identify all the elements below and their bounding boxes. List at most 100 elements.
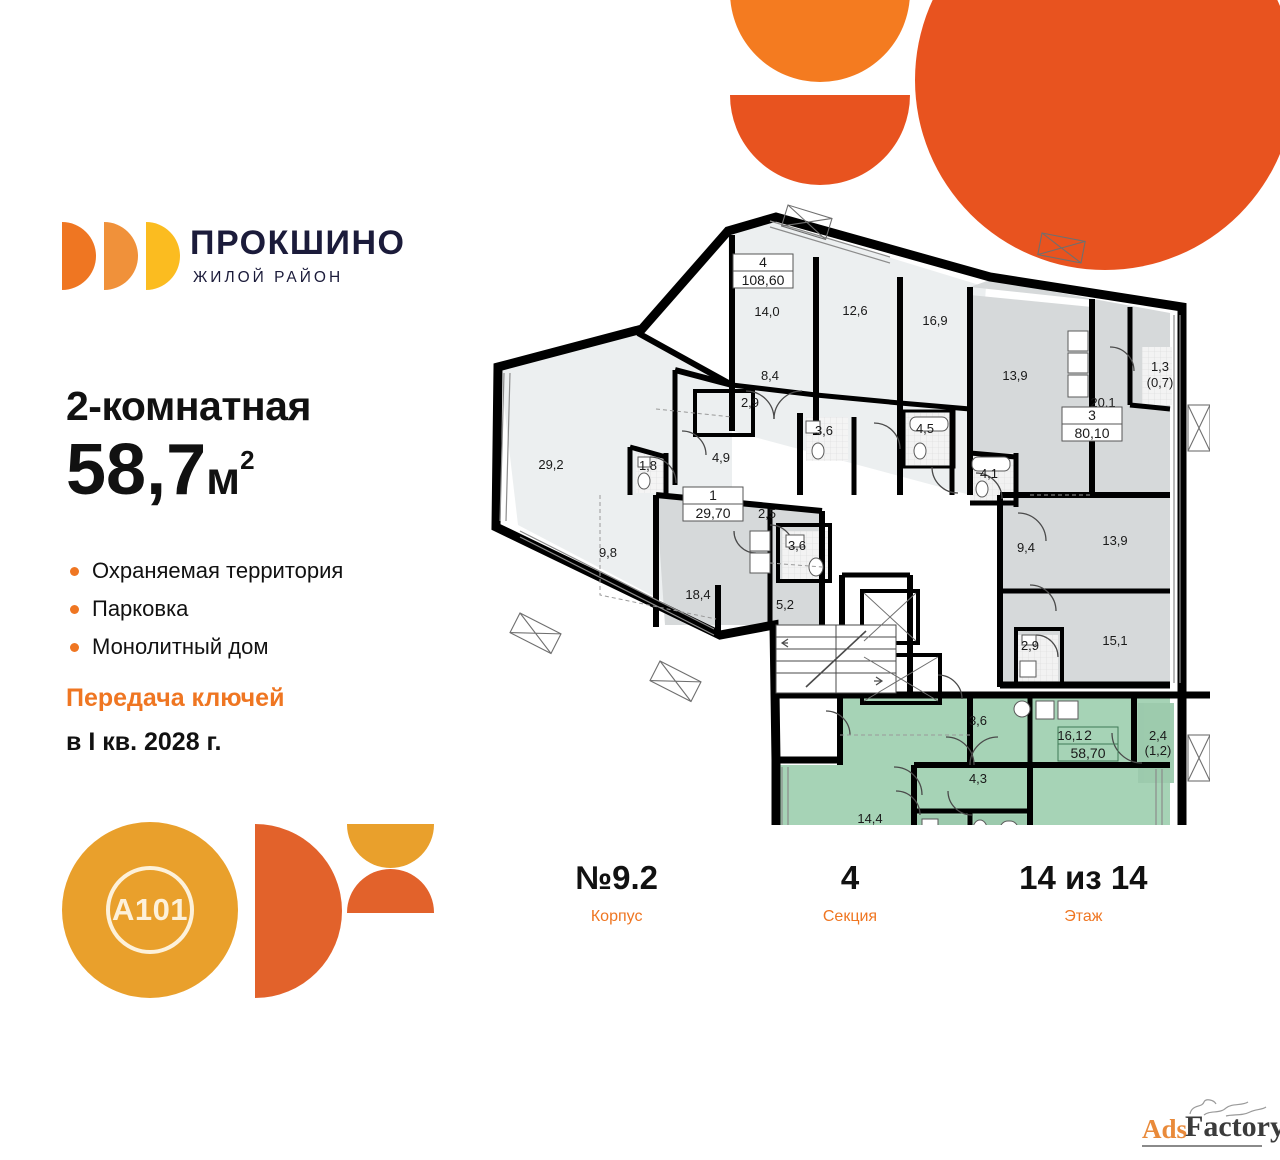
feature-item: Монолитный дом — [66, 628, 466, 666]
room-area-label: 16,9 — [922, 313, 947, 328]
room-area-label: 2,9 — [741, 395, 759, 410]
meta-building: №9.2 Корпус — [500, 859, 733, 970]
a101-ring-shape — [106, 866, 194, 954]
fixtures — [637, 330, 1089, 825]
room-area-label: (1,2) — [1145, 743, 1172, 758]
apartment-badge: 258,70 — [1057, 726, 1119, 762]
bullet-dot-icon — [70, 643, 79, 652]
room-area-label: 29,2 — [538, 457, 563, 472]
room-area-label: 8,4 — [761, 368, 779, 383]
orange-dome-shape — [730, 0, 910, 82]
meta-building-value: №9.2 — [575, 859, 658, 896]
logo-semicircle-1 — [62, 222, 96, 290]
room-area-label: 13,9 — [1102, 533, 1127, 548]
watermark-ads: Ads — [1142, 1114, 1188, 1144]
room-area-label: 12,6 — [842, 303, 867, 318]
windows — [499, 220, 1181, 825]
meta-section-value: 4 — [840, 859, 860, 896]
zone-dashes — [599, 408, 1092, 736]
room-area-label: (0,7) — [1147, 375, 1174, 390]
apartment-area: 58,70 — [1070, 745, 1105, 761]
meta-floor-value: 14 из 14 — [1019, 859, 1148, 896]
keys-handover-date: в I кв. 2028 г. — [66, 728, 222, 756]
features-list: Охраняемая территория Парковка Монолитны… — [66, 552, 466, 666]
apartment-area: 108,60 — [742, 272, 785, 288]
elevator-symbols — [863, 592, 939, 702]
room-area-label: 9,8 — [599, 545, 617, 560]
room-area-label: 2,9 — [1021, 638, 1039, 653]
room-area-label: 4,5 — [916, 421, 934, 436]
apartment-number: 1 — [709, 487, 717, 503]
door-swings — [649, 346, 1143, 816]
meta-building-label: Корпус — [590, 908, 643, 926]
watermark-underline — [1142, 1145, 1262, 1147]
bullet-dot-icon — [70, 605, 79, 614]
area-superscript: 2 — [240, 445, 255, 475]
info-panel: ПРОКШИНО ЖИЛОЙ РАЙОН 2-комнатная 58,7м2 … — [0, 0, 480, 1160]
a101-semicircle-shape — [255, 824, 342, 998]
floor-plan-drawing: 14,0 12,616,98,42,94,93,6 4,54,113,920,11,… — [491, 204, 1210, 825]
area-unit: м — [206, 452, 241, 504]
meta-floor: 14 из 14 Этаж — [967, 859, 1200, 970]
floor-plan: 14,0 12,6 16,9 8,4 2,9 4,9 3,6 4,5 4,1 13,9 20,1 1,… — [470, 195, 1210, 825]
apartment-number: 2 — [1084, 727, 1092, 743]
walls — [491, 212, 1210, 825]
feature-label: Парковка — [92, 596, 189, 621]
brand-subtitle: ЖИЛОЙ РАЙОН — [193, 269, 344, 286]
room-area-label: 16,1 — [1057, 728, 1082, 743]
meta-section-label: Секция — [822, 908, 878, 926]
room-area-label: 14,4 — [857, 811, 882, 825]
room-area-label: 3,6 — [969, 713, 987, 728]
staircase — [775, 624, 897, 694]
room-area-label: 2,5 — [758, 506, 776, 521]
room-area-label: 1,3 — [1151, 359, 1169, 374]
apartment-badge: 129,70 — [682, 486, 744, 522]
apartment-meta-row: №9.2 Корпус 4 Секция 14 из 14 Этаж — [500, 859, 1200, 970]
window-symbols — [509, 204, 1210, 782]
feature-label: Охраняемая территория — [92, 558, 344, 583]
room-area-label: 14,0 — [754, 304, 779, 319]
watermark-factory: Factory — [1185, 1110, 1280, 1143]
room-area-label: 1,8 — [639, 458, 657, 473]
smoke-icon — [1189, 1099, 1267, 1117]
room-area-label: 2,4 — [1149, 728, 1167, 743]
apartment-badge: 380,10 — [1061, 406, 1123, 442]
room-area-label: 3,6 — [788, 538, 806, 553]
orange-bowl-shape — [730, 95, 910, 185]
a101-dome-shape — [347, 869, 434, 913]
logo-semicircle-2 — [104, 222, 138, 290]
room-area-label: 4,9 — [712, 450, 730, 465]
apartment-number: 4 — [759, 254, 767, 270]
feature-item: Парковка — [66, 590, 466, 628]
apartment-area: 80,10 — [1074, 425, 1109, 441]
a101-bowl-shape — [347, 824, 434, 868]
brand-name: ПРОКШИНО — [190, 224, 406, 262]
rooms-title: 2-комнатная — [66, 383, 311, 429]
room-area-label: 5,2 — [776, 597, 794, 612]
room-area-label: 3,6 — [815, 423, 833, 438]
a101-label: A101 — [111, 892, 189, 927]
bullet-dot-icon — [70, 567, 79, 576]
meta-floor-label: Этаж — [1064, 908, 1103, 926]
apartment-number: 3 — [1088, 407, 1096, 423]
a101-developer-logo: A101 — [62, 822, 462, 998]
meta-section: 4 Секция — [733, 859, 966, 970]
room-area-label: 4,3 — [969, 771, 987, 786]
room-area-label: 9,4 — [1017, 540, 1035, 555]
feature-item: Охраняемая территория — [66, 552, 466, 590]
room-area-label: 4,1 — [980, 466, 998, 481]
room-area-label: 15,1 — [1102, 633, 1127, 648]
feature-label: Монолитный дом — [92, 634, 269, 659]
logo-semicircle-3 — [146, 222, 180, 290]
area-headline: 58,7м2 — [66, 434, 255, 506]
apartment-badge: 4 108,60 — [732, 253, 794, 289]
room-area-label: 13,9 — [1002, 368, 1027, 383]
area-value: 58,7 — [66, 430, 207, 510]
keys-handover-highlight: Передача ключей — [66, 684, 285, 712]
room-area-label: 18,4 — [685, 587, 710, 602]
adsfactory-watermark: Ads Factory — [1140, 1098, 1280, 1154]
room-area-label: 20,1 — [1090, 395, 1115, 410]
room-area-labels: 14,0 12,616,98,42,94,93,6 4,54,113,920,11,… — [538, 303, 1173, 825]
apartment-area: 29,70 — [695, 505, 730, 521]
